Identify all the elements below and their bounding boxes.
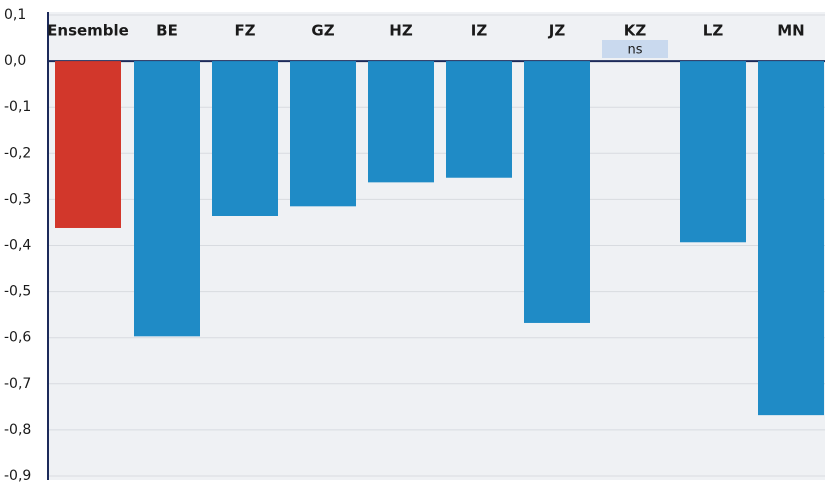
bar bbox=[55, 61, 121, 228]
bar bbox=[524, 61, 590, 323]
bar bbox=[134, 61, 200, 337]
x-tick-label: MN bbox=[777, 22, 804, 40]
bar bbox=[680, 61, 746, 243]
annotation: ns bbox=[627, 43, 642, 58]
y-tick-label: -0,2 bbox=[4, 145, 31, 161]
bar bbox=[446, 61, 512, 178]
y-tick-label: -0,1 bbox=[4, 99, 31, 115]
bar bbox=[758, 61, 824, 416]
y-tick-label: -0,6 bbox=[4, 330, 31, 346]
bar bbox=[212, 61, 278, 216]
x-tick-label: IZ bbox=[471, 22, 488, 40]
x-tick-label: BE bbox=[156, 22, 178, 40]
y-tick-label: -0,3 bbox=[4, 191, 31, 207]
x-tick-label: GZ bbox=[311, 22, 334, 40]
bar bbox=[368, 61, 434, 183]
bar bbox=[290, 61, 356, 207]
y-tick-label: -0,9 bbox=[4, 468, 31, 484]
y-tick-label: 0,1 bbox=[4, 7, 26, 23]
annotation-box bbox=[602, 40, 668, 58]
x-tick-label: HZ bbox=[389, 22, 413, 40]
x-tick-label: Ensemble bbox=[47, 22, 129, 40]
y-tick-label: -0,7 bbox=[4, 376, 31, 392]
x-tick-label: FZ bbox=[234, 22, 255, 40]
y-tick-label: 0,0 bbox=[4, 53, 26, 69]
x-tick-label: KZ bbox=[624, 22, 647, 40]
x-tick-label: LZ bbox=[703, 22, 724, 40]
y-tick-label: -0,4 bbox=[4, 238, 31, 254]
x-tick-label: JZ bbox=[548, 22, 566, 40]
y-tick-label: -0,5 bbox=[4, 284, 31, 300]
y-tick-label: -0,8 bbox=[4, 422, 31, 438]
